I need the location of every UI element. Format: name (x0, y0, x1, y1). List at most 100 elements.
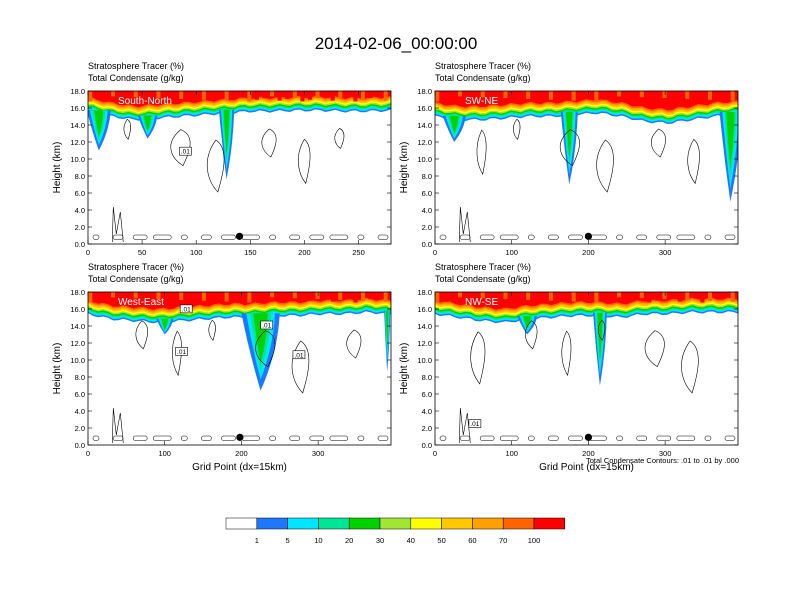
y-tick-label: 16.0 (417, 305, 432, 314)
location-marker (236, 433, 244, 441)
x-axis-label: Grid Point (dx=15km) (539, 462, 634, 473)
y-axis-label: Height (km) (399, 343, 410, 395)
y-tick-label: 12.0 (70, 339, 85, 348)
tracer-cell (330, 292, 335, 302)
colorbar-label: 10 (314, 536, 322, 545)
condensate-contour (206, 139, 225, 193)
tracer-cell (647, 91, 652, 102)
condensate-contour (309, 435, 325, 441)
tracer-cell (239, 292, 244, 299)
tracer-cell (247, 292, 252, 303)
tracer-cell (300, 292, 305, 303)
tracer-cell (488, 91, 493, 102)
tracer-intrusion (223, 109, 230, 155)
cross-section-label: SW-NE (465, 96, 498, 107)
x-tick-label: 300 (312, 449, 325, 458)
panel-title-condensate: Total Condensate (g/kg) (435, 73, 531, 83)
y-tick-label: 6.0 (422, 189, 432, 198)
condensate-contour (596, 139, 614, 193)
colorbar-swatch (318, 517, 350, 530)
tracer-cell (209, 292, 214, 300)
tracer-cell (601, 292, 606, 301)
tracer-cell (270, 292, 275, 298)
tracer-cell (330, 91, 335, 101)
tracer-cell (662, 292, 667, 300)
condensate-contour (269, 435, 276, 441)
tracer-cell (707, 91, 712, 100)
condensate-contour (499, 435, 519, 441)
tracer-cell (277, 292, 282, 302)
condensate-contour (170, 129, 191, 167)
location-marker (584, 232, 593, 240)
tracer-cell (209, 91, 214, 99)
colorbar-swatch (502, 517, 535, 530)
tracer-cell (541, 91, 546, 102)
tracer-cell (118, 91, 123, 101)
condensate-contour (309, 234, 325, 240)
tracer-cell (723, 292, 728, 298)
tracer-cell (548, 292, 553, 301)
tracer-cell (632, 91, 637, 99)
y-tick-label: 6.0 (422, 390, 432, 399)
y-axis-label: Height (km) (399, 142, 410, 194)
tracer-cell (639, 292, 644, 299)
condensate-contour (548, 435, 559, 441)
condensate-contour (704, 435, 712, 441)
tracer-cell (533, 91, 538, 98)
tracer-cell (458, 91, 463, 97)
colorbar-swatch (225, 517, 258, 530)
x-tick-label: 200 (298, 248, 311, 257)
colorbar-label: 40 (407, 536, 415, 545)
colorbar-swatch (287, 517, 319, 530)
condensate-contour (479, 234, 495, 240)
plot-frame (434, 90, 739, 245)
tracer-cell (465, 91, 470, 101)
condensate-contour (528, 435, 535, 441)
tracer-cell (586, 292, 591, 299)
panel-title-tracer: Stratosphere Tracer (%) (435, 61, 531, 71)
tracer-cell (383, 91, 388, 101)
tracer-cell (201, 292, 206, 301)
condensate-contour (377, 234, 389, 240)
condensate-contour (459, 206, 471, 243)
tracer-cell (156, 292, 161, 300)
condensate-contour (528, 234, 535, 240)
tracer-cell (617, 91, 622, 97)
tracer-cell (171, 292, 176, 302)
colorbar-label: 30 (376, 536, 384, 545)
colorbar-swatch (410, 517, 442, 530)
tracer-band (88, 292, 391, 310)
condensate-contour (208, 319, 216, 341)
tracer-cell (692, 91, 697, 98)
y-tick-label: 6.0 (75, 189, 85, 198)
tracer-cell (179, 91, 184, 99)
y-tick-label: 12.0 (417, 339, 432, 348)
condensate-contour (132, 435, 148, 441)
condensate-contour (568, 435, 583, 441)
x-tick-label: 250 (352, 248, 365, 257)
condensate-contour (597, 319, 606, 341)
condensate-contour (687, 138, 700, 185)
cross-section-label: South-North (118, 96, 172, 107)
tracer-cell (148, 292, 153, 301)
condensate-contour (112, 206, 124, 243)
y-tick-label: 18.0 (417, 87, 432, 96)
tracer-cell (526, 91, 531, 99)
panels-group: Stratosphere Tracer (%) Total Condensate … (52, 61, 739, 473)
panel-title-tracer: Stratosphere Tracer (%) (88, 262, 184, 272)
tracer-cell (692, 292, 697, 299)
tracer-cell (95, 91, 100, 100)
tracer-band (435, 292, 738, 310)
tracer-intrusion (161, 318, 168, 330)
tracer-cell (639, 91, 644, 98)
plot-frame (87, 291, 392, 446)
tracer-intrusion (449, 115, 459, 134)
tracer-cell (707, 292, 712, 301)
tracer-cell (111, 292, 116, 298)
tracer-cell (609, 292, 614, 300)
cross-section-label: West-East (118, 297, 164, 308)
tracer-cell (685, 292, 690, 300)
tracer-cell (723, 91, 728, 97)
tracer-cell (556, 292, 561, 300)
